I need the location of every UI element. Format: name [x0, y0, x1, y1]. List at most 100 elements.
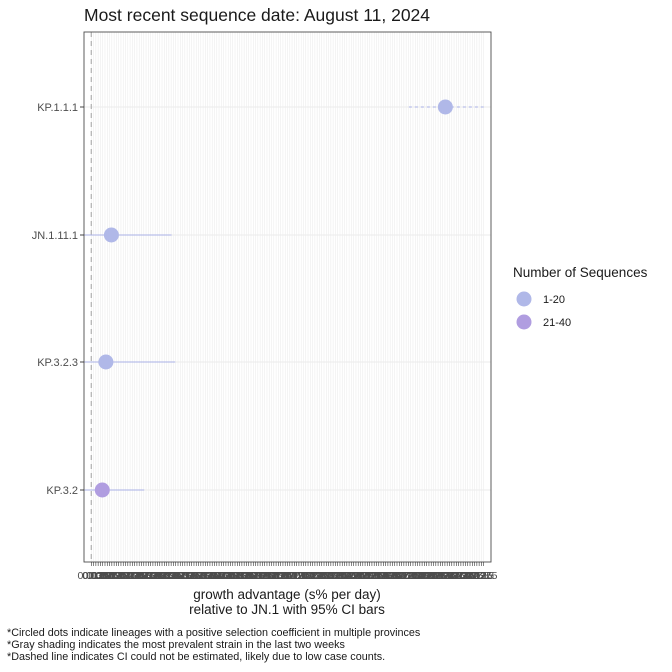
x-axis: 00.01250.0250.03750.050.06250.0750.08750…: [78, 562, 498, 582]
x-tick-label: 1.3125: [315, 570, 347, 582]
x-tick-label: 0.8375: [228, 570, 260, 582]
x-tick-label: 0.275: [128, 570, 154, 582]
x-tick-label: 0.6875: [201, 570, 233, 582]
x-tick-label: 0.8875: [237, 570, 269, 582]
x-tick-label: 1.8: [413, 570, 428, 582]
x-tick-label: 0.7: [212, 570, 227, 582]
x-tick-label: 1.675: [384, 570, 410, 582]
x-tick-label: 1.45: [346, 570, 367, 582]
x-tick-label: 0.5375: [173, 570, 205, 582]
x-tick-label: 1.75: [400, 570, 421, 582]
x-tick-label: 1.575: [366, 570, 392, 582]
x-tick-label: 1.125: [283, 570, 309, 582]
x-tick-label: 0.45: [163, 570, 184, 582]
x-tick-label: 0.75: [218, 570, 239, 582]
x-tick-label: 1.0375: [265, 570, 297, 582]
x-tick-label: 0.9: [248, 570, 263, 582]
x-tick-label: 0.2: [120, 570, 135, 582]
x-tick-label: 0.0125: [78, 570, 110, 582]
x-tick-label: 1.6125: [370, 570, 402, 582]
x-tick-label: 0.3125: [132, 570, 164, 582]
x-tick-label: 0.8125: [224, 570, 256, 582]
x-tick-label: 0.225: [119, 570, 145, 582]
x-tick-label: 1.825: [411, 570, 437, 582]
x-tick-label: 0.7375: [210, 570, 242, 582]
x-tick-label: 1.05: [273, 570, 294, 582]
x-tick-label: 0.775: [220, 570, 246, 582]
x-tick-label: 0.2625: [123, 570, 155, 582]
x-tick-label: 1.375: [329, 570, 355, 582]
chart-title: Most recent sequence date: August 11, 20…: [84, 5, 430, 25]
y-tick-label: KP.3.2: [46, 485, 78, 497]
x-tick-label: 0.65: [200, 570, 221, 582]
x-tick-label: 2.0125: [443, 570, 475, 582]
x-tick-label: 1.6875: [383, 570, 415, 582]
x-tick-label: 1.0875: [274, 570, 306, 582]
x-tick-label: 1.725: [393, 570, 419, 582]
x-tick-label: 1.025: [265, 570, 291, 582]
x-tick-label: 0.95: [254, 570, 275, 582]
x-tick-label: 2.1125: [461, 570, 492, 582]
x-tick-label: 1.425: [338, 570, 364, 582]
x-tick-label: 2.025: [448, 570, 474, 582]
x-tick-label: 0.575: [183, 570, 209, 582]
ci-bars: [84, 106, 484, 491]
x-tick-label: 1.6375: [374, 570, 406, 582]
x-tick-label: 1.15: [291, 570, 312, 582]
x-tick-label: 1.3625: [324, 570, 356, 582]
x-tick-label: 1.5875: [365, 570, 397, 582]
x-tick-label: 1: [271, 570, 277, 582]
x-tick-label: 0.3625: [141, 570, 173, 582]
x-tick-label: 0.325: [137, 570, 163, 582]
x-tick-label: 0.925: [247, 570, 273, 582]
x-tick-label: 0.9875: [255, 570, 287, 582]
x-tick-label: 0.5875: [182, 570, 214, 582]
legend-label: 1-20: [543, 294, 565, 306]
x-tick-label: 2.1: [467, 570, 482, 582]
x-tick-label: 0.8625: [233, 570, 265, 582]
x-tick-label: 1.5: [358, 570, 373, 582]
data-point: [437, 99, 453, 115]
x-tick-label: 0.4625: [160, 570, 192, 582]
x-tick-label: 0.125: [101, 570, 127, 582]
x-tick-label: 0.875: [238, 570, 264, 582]
x-tick-label: 1.2875: [310, 570, 342, 582]
x-tick-label: 1.2: [303, 570, 318, 582]
x-tick-label: 1.9: [431, 570, 446, 582]
x-tick-label: 0.675: [201, 570, 227, 582]
x-tick-label: 0.8: [230, 570, 245, 582]
data-points: [94, 99, 453, 498]
x-tick-label: 1.1375: [283, 570, 315, 582]
x-tick-label: 0.05: [90, 570, 111, 582]
x-tick-label: 0.825: [229, 570, 255, 582]
x-tick-label: 0.1: [102, 570, 117, 582]
x-tick-label: 1.1875: [292, 570, 324, 582]
x-tick-label: 1.1625: [287, 570, 319, 582]
y-tick-label: JN.1.11.1: [32, 230, 78, 242]
y-tick-label: KP.1.1.1: [37, 102, 78, 114]
x-tick-label: 1.3: [321, 570, 336, 582]
x-tick-label: 0.15: [108, 570, 129, 582]
x-tick-label: 1.4375: [338, 570, 370, 582]
x-tick-label: 1.8375: [411, 570, 443, 582]
x-tick-label: 1.325: [320, 570, 346, 582]
legend-key: [516, 314, 532, 330]
x-tick-label: 1.275: [311, 570, 337, 582]
x-tick-label: 1.35: [327, 570, 348, 582]
legend-label: 21-40: [543, 317, 571, 329]
x-tick-label: 2.125: [466, 570, 492, 582]
x-tick-label: 0.475: [165, 570, 191, 582]
x-tick-label: 1.875: [420, 570, 446, 582]
x-tick-label: 2: [453, 570, 459, 582]
y-tick-label: KP.3.2.3: [37, 357, 78, 369]
x-tick-label: 1.1125: [279, 570, 310, 582]
x-tick-label: 1.625: [375, 570, 401, 582]
x-tick-label: 1.075: [274, 570, 300, 582]
x-tick-label: 1.4625: [342, 570, 374, 582]
x-tick-label: 1.3875: [328, 570, 360, 582]
x-tick-label: 1.8125: [406, 570, 438, 582]
x-tick-label: 0.5: [175, 570, 190, 582]
x-tick-label: 0.5125: [169, 570, 201, 582]
footnotes: *Circled dots indicate lineages with a p…: [7, 627, 421, 663]
vertical-gridlines: [91, 32, 484, 562]
